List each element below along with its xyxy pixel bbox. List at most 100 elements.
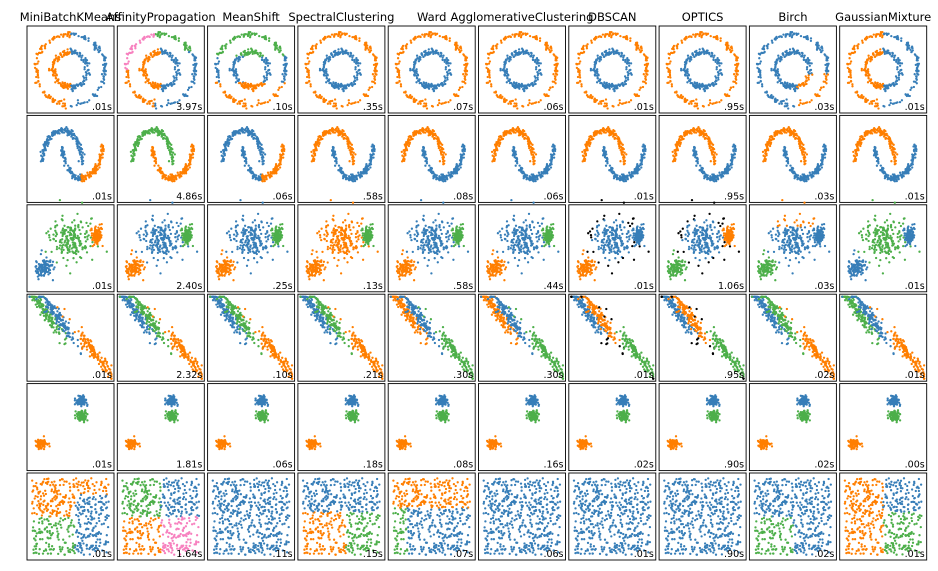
- scatter-point: [805, 76, 808, 80]
- scatter-point: [402, 50, 405, 54]
- scatter-point: [308, 76, 311, 79]
- scatter-point: [75, 103, 78, 107]
- scatter-point: [41, 152, 45, 155]
- scatter-point: [412, 69, 415, 72]
- scatter-point: [612, 32, 615, 36]
- scatter-point: [896, 34, 899, 38]
- scatter-point: [421, 83, 424, 86]
- scatter-point: [66, 127, 69, 130]
- scatter-point: [809, 68, 812, 72]
- scatter-point: [696, 107, 700, 110]
- scatter-point: [805, 65, 809, 69]
- scatter-point: [175, 78, 178, 81]
- scatter-point: [249, 31, 252, 34]
- scatter-point: [322, 37, 325, 41]
- scatter-point: [443, 58, 447, 62]
- scatter-point: [349, 54, 353, 57]
- scatter-point: [575, 81, 579, 85]
- scatter-point: [904, 93, 907, 96]
- scatter-point: [60, 145, 64, 149]
- scatter-point: [759, 73, 762, 76]
- scatter-point: [686, 54, 690, 57]
- scatter-point: [155, 130, 159, 133]
- scatter-point: [189, 163, 192, 166]
- scatter-point: [423, 102, 426, 105]
- scatter-point: [684, 100, 688, 103]
- scatter-point: [337, 33, 340, 36]
- scatter-point: [78, 51, 81, 55]
- scatter-point: [517, 48, 521, 51]
- scatter-point: [786, 104, 789, 107]
- scatter-point: [680, 69, 683, 72]
- scatter-point: [582, 50, 586, 54]
- scatter-point: [536, 78, 539, 81]
- scatter-point: [261, 180, 264, 183]
- scatter-point: [625, 65, 628, 69]
- scatter-point: [802, 84, 806, 87]
- scatter-point: [549, 45, 553, 48]
- scatter-point: [711, 102, 714, 105]
- scatter-point: [425, 107, 429, 110]
- scatter-point: [600, 100, 603, 103]
- scatter-point: [514, 98, 517, 101]
- scatter-point: [454, 43, 457, 47]
- scatter-point: [444, 34, 448, 38]
- scatter-point: [83, 62, 87, 65]
- scatter-point: [864, 97, 867, 100]
- scatter-point: [432, 50, 435, 53]
- scatter-point: [449, 73, 453, 76]
- scatter-point: [579, 60, 582, 63]
- scatter-point: [449, 99, 452, 102]
- scatter-point: [274, 48, 277, 51]
- scatter-point: [233, 62, 236, 65]
- scatter-point: [228, 39, 232, 42]
- scatter-point: [396, 75, 399, 79]
- scatter-point: [422, 105, 425, 108]
- scatter-point: [701, 82, 704, 86]
- scatter-point: [490, 83, 493, 86]
- scatter-point: [710, 54, 714, 57]
- scatter-point: [60, 152, 64, 156]
- scatter-point: [94, 163, 97, 166]
- scatter-point: [860, 69, 863, 72]
- scatter-point: [171, 83, 175, 86]
- scatter-point: [523, 89, 526, 92]
- scatter-point: [725, 48, 728, 51]
- scatter-point: [731, 49, 734, 52]
- scatter-point: [717, 78, 720, 81]
- scatter-point: [252, 50, 255, 53]
- scatter-point: [604, 33, 607, 37]
- scatter-point: [330, 33, 334, 36]
- scatter-point: [265, 78, 269, 81]
- scatter-point: [397, 73, 401, 76]
- scatter-point: [606, 107, 609, 110]
- scatter-point: [98, 163, 102, 166]
- scatter-point: [857, 94, 860, 97]
- scatter-point: [148, 56, 151, 59]
- scatter-point: [699, 52, 702, 56]
- scatter-point: [134, 94, 138, 97]
- scatter-point: [849, 62, 852, 65]
- scatter-point: [268, 99, 271, 102]
- panel-frame: [207, 25, 296, 114]
- scatter-point: [539, 99, 542, 102]
- scatter-point: [915, 82, 918, 85]
- scatter-point: [763, 50, 766, 54]
- scatter-point: [248, 52, 251, 56]
- scatter-point: [543, 93, 546, 96]
- panel-noisy_circles-SpectralClustering: .35s: [297, 25, 386, 114]
- scatter-point: [639, 86, 642, 90]
- scatter-point: [54, 74, 57, 78]
- scatter-point: [771, 96, 774, 100]
- scatter-point: [875, 33, 878, 37]
- scatter-point: [773, 37, 777, 41]
- scatter-point: [348, 34, 351, 38]
- scatter-point: [341, 32, 344, 36]
- scatter-point: [258, 142, 262, 145]
- scatter-point: [150, 33, 153, 36]
- scatter-point: [628, 61, 631, 65]
- scatter-point: [341, 52, 345, 56]
- scatter-point: [825, 82, 828, 85]
- scatter-point: [351, 56, 354, 59]
- scatter-point: [334, 104, 338, 107]
